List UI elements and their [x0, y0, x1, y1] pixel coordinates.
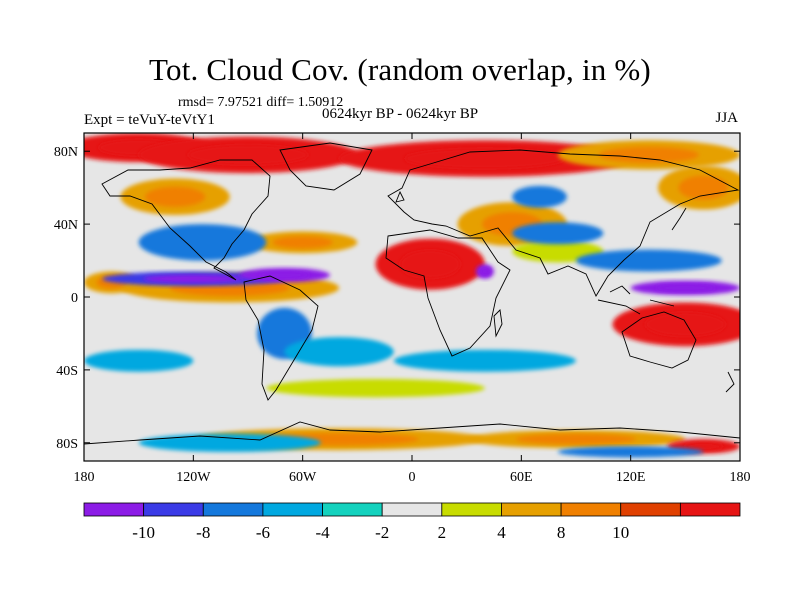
colorbar-box: [441, 502, 502, 517]
anomaly-blob: [84, 349, 194, 372]
anomaly-core: [145, 186, 206, 207]
anomaly-core: [678, 175, 729, 200]
anomaly-blob: [138, 224, 267, 261]
x-tick-label: 0: [409, 470, 416, 485]
coastline-greenland: [279, 142, 373, 191]
coastline-antarctica: [84, 421, 740, 445]
colorbar-box: [381, 502, 443, 517]
anomaly-field: [84, 133, 740, 458]
x-tick-label: 60W: [289, 470, 317, 485]
colorbar-label: -8: [196, 523, 210, 542]
period-label: 0624kyr BP - 0624kyr BP: [321, 106, 479, 122]
colorbar-box: [560, 502, 622, 517]
anomaly-core: [187, 144, 309, 165]
coastline-africa: [385, 229, 511, 357]
colorbar-label: 2: [438, 523, 447, 542]
anomaly-blob: [138, 433, 321, 452]
anomaly-core: [645, 312, 726, 337]
anomaly-core: [404, 148, 566, 169]
x-tick-label: 180: [730, 470, 751, 485]
anomaly-blob: [284, 337, 394, 367]
anomaly-blob: [266, 379, 485, 398]
colorbar-box: [501, 502, 562, 517]
coastline-north-america: [101, 159, 271, 281]
anomaly-core: [259, 271, 310, 280]
x-tick-label: 60E: [510, 470, 533, 485]
map-panel: 180 120W 60W 0 60E 120E 180 80N 40N 0 40S 80S: [54, 132, 751, 485]
anomaly-core: [598, 146, 700, 163]
y-tick-label: 40N: [54, 218, 78, 233]
colorbar-box: [143, 502, 204, 517]
map-ticks: 180 120W 60W 0 60E 120E 180 80N 40N 0 40S 80S: [54, 133, 751, 485]
y-tick-label: 0: [71, 291, 78, 306]
colorbar-box: [83, 502, 145, 517]
x-tick-label: 180: [74, 470, 95, 485]
anomaly-core: [143, 274, 244, 283]
coastline-eurasia: [387, 149, 740, 297]
anomaly-blob: [512, 185, 567, 208]
coastline-madagascar: [493, 309, 503, 338]
coastline-australia: [621, 311, 697, 369]
colorbar-label: -4: [315, 523, 330, 542]
coastline-new-zealand: [725, 371, 735, 393]
coastline-japan: [671, 207, 687, 231]
anomaly-blob: [393, 349, 576, 372]
season-label: JJA: [715, 110, 738, 126]
y-tick-label: 80N: [54, 145, 78, 160]
anomaly-core: [515, 434, 637, 445]
colorbar: -10 -8 -6 -4 -2 2 4 8 10: [83, 502, 741, 542]
x-tick-label: 120W: [176, 470, 211, 485]
anomaly-blob: [576, 249, 722, 272]
colorbar-box: [679, 502, 741, 517]
coastlines: [84, 142, 740, 445]
anomaly-blob: [512, 222, 604, 245]
colorbar-box: [262, 502, 323, 517]
coastline-south-america: [243, 275, 319, 401]
y-tick-label: 80S: [56, 437, 78, 452]
stats-label: rmsd= 7.97521 diff= 1.50912: [178, 95, 344, 110]
colorbar-box: [620, 502, 681, 517]
colorbar-label: 4: [497, 523, 506, 542]
x-tick-label: 120E: [616, 470, 646, 485]
experiment-label: Expt = teVuY-teVtY1: [84, 112, 215, 128]
colorbar-label: -6: [256, 523, 270, 542]
colorbar-box: [202, 502, 264, 517]
coastline-uk: [395, 190, 405, 203]
anomaly-core: [655, 283, 716, 292]
anomaly-core: [683, 442, 724, 451]
colorbar-label: 10: [612, 523, 629, 542]
y-tick-label: 40S: [56, 364, 78, 379]
anomaly-core: [272, 236, 333, 249]
colorbar-box: [322, 502, 383, 517]
coastline-indonesia: [597, 285, 675, 315]
colorbar-label: -2: [375, 523, 389, 542]
anomaly-core: [400, 250, 461, 279]
colorbar-label: -10: [132, 523, 155, 542]
anomaly-core: [479, 267, 490, 276]
colorbar-label: 8: [557, 523, 566, 542]
anomaly-blob: [557, 446, 704, 458]
plot-title: Tot. Cloud Cov. (random overlap, in %): [149, 52, 651, 87]
